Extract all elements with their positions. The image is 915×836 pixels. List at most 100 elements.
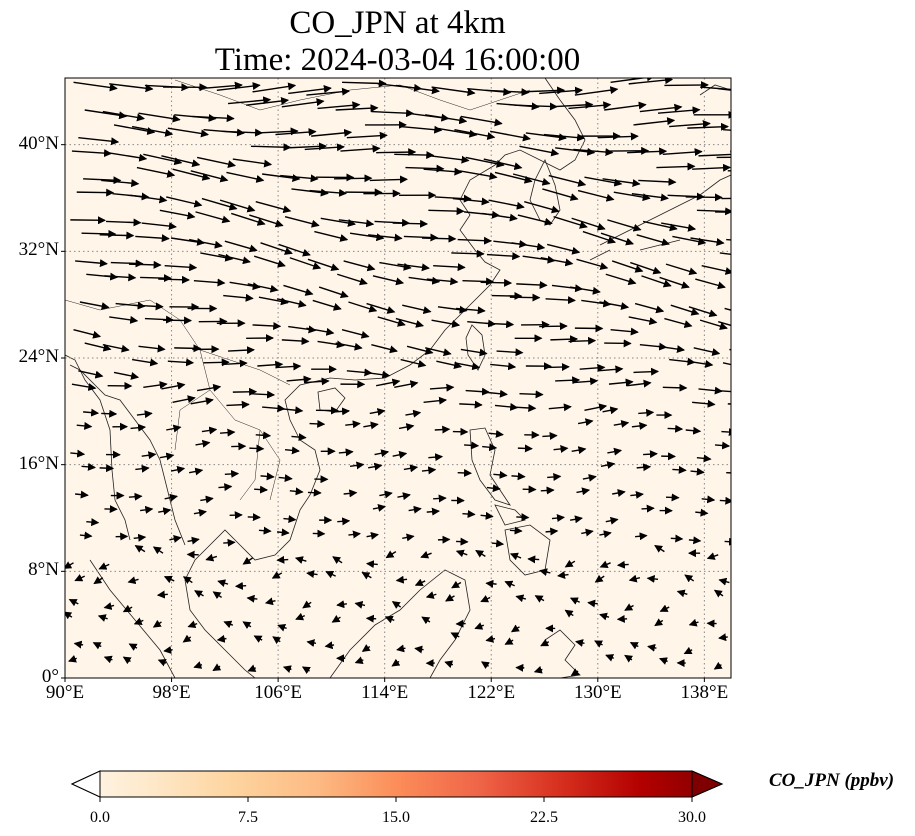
wind-arrow [688, 306, 718, 318]
wind-arrow [630, 261, 662, 275]
wind-arrow [250, 390, 276, 399]
wind-arrow [425, 114, 468, 125]
wind-arrow [516, 280, 548, 289]
wind-arrow [713, 589, 724, 598]
wind-arrow [445, 593, 455, 602]
wind-arrow [688, 618, 699, 627]
wind-arrow [690, 467, 705, 476]
wind-arrow [368, 462, 383, 471]
wind-arrow [581, 528, 594, 537]
wind-arrow [307, 258, 340, 272]
wind-arrow [517, 214, 553, 226]
wind-arrow [219, 199, 256, 213]
x-tick-label: 114°E [361, 682, 409, 703]
wind-arrow [437, 305, 468, 314]
wind-arrow [553, 444, 569, 453]
wind-arrow [414, 645, 424, 654]
wind-arrow [272, 636, 282, 645]
wind-arrow [200, 252, 234, 262]
wind-arrow [718, 633, 728, 642]
wind-arrow [164, 493, 179, 502]
wind-arrow [190, 170, 229, 183]
wind-arrow [92, 642, 102, 650]
wind-arrow [152, 546, 164, 555]
wind-arrow [602, 406, 619, 415]
wind-arrow [158, 275, 190, 284]
wind-arrow [436, 360, 463, 370]
wind-arrow [634, 302, 665, 314]
wind-arrow [454, 362, 481, 371]
wind-arrow [249, 214, 284, 228]
wind-arrow [480, 278, 513, 287]
wind-arrow [462, 277, 495, 286]
wind-arrow [576, 487, 591, 496]
wind-arrow [141, 222, 177, 231]
wind-arrow [76, 188, 115, 197]
wind-arrow [99, 464, 115, 473]
wind-arrow [594, 640, 604, 648]
wind-arrow [436, 127, 478, 138]
wind-arrow [103, 655, 113, 664]
wind-arrow [336, 600, 347, 609]
wind-arrow [247, 283, 279, 293]
wind-arrow [616, 614, 628, 623]
wind-arrow [570, 668, 580, 677]
wind-arrow [394, 380, 419, 389]
wind-arrow [187, 536, 200, 545]
wind-arrow [349, 232, 385, 242]
wind-arrow [254, 485, 269, 494]
wind-arrow [260, 242, 293, 255]
wind-arrow [610, 78, 655, 83]
wind-arrow [394, 151, 435, 160]
hokkaido-coastline [699, 84, 731, 96]
wind-arrow [172, 395, 196, 404]
wind-arrow [722, 362, 731, 366]
wind-arrow [579, 363, 606, 372]
wind-arrow [425, 591, 437, 599]
wind-arrow [719, 496, 731, 505]
wind-arrow [257, 127, 299, 136]
wind-arrow [83, 176, 122, 185]
wind-arrow [494, 171, 533, 184]
wind-arrow [283, 284, 314, 296]
wind-arrow [113, 124, 156, 136]
wind-arrow [683, 646, 693, 655]
wind-arrow [98, 562, 110, 570]
wind-arrow [684, 574, 695, 583]
wind-arrow [434, 425, 451, 434]
wind-arrow [630, 490, 644, 499]
wind-arrow [667, 424, 684, 433]
wind-arrow [212, 663, 222, 672]
wind-arrow [485, 635, 496, 643]
wind-arrow [600, 461, 616, 469]
wind-arrow [517, 444, 533, 453]
wind-arrow [405, 164, 445, 173]
colorbar-tick-label: 22.5 [530, 809, 558, 826]
wind-arrow [276, 298, 307, 308]
x-tick-label: 106°E [254, 682, 302, 703]
wind-arrow [519, 145, 560, 157]
wind-arrow [429, 155, 470, 164]
wind-arrow [132, 358, 159, 367]
wind-arrow [304, 377, 330, 386]
wind-arrow [693, 347, 721, 356]
wind-arrow [337, 517, 351, 526]
wind-arrow [392, 450, 408, 459]
wind-arrow [385, 550, 397, 559]
wind-arrow [136, 410, 153, 419]
wind-arrow [224, 240, 258, 253]
wind-arrow [397, 263, 430, 272]
x-tick-label: 90°E [45, 682, 85, 703]
wind-arrow [460, 115, 503, 127]
wind-arrow [200, 495, 214, 504]
wind-arrow [189, 238, 223, 249]
wind-arrow [136, 166, 176, 178]
wind-arrow [280, 406, 304, 415]
wind-arrow [525, 132, 567, 142]
wind-arrow [164, 263, 198, 272]
wind-arrow [568, 336, 597, 345]
wind-arrow [320, 217, 356, 227]
wind-arrow [571, 217, 606, 231]
wind-arrow [573, 377, 599, 386]
wind-arrow [616, 560, 629, 569]
